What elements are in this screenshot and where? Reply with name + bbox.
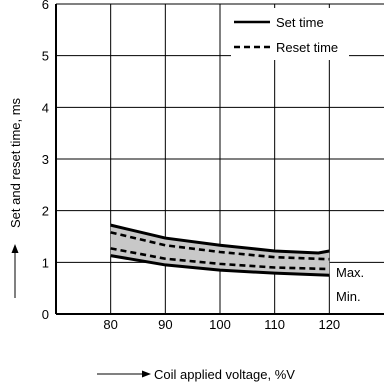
y-tick-label-3: 3 xyxy=(42,152,49,167)
legend-reset-time-label: Reset time xyxy=(276,40,338,55)
set-time-max-line xyxy=(110,223,330,255)
axes xyxy=(55,3,384,315)
y-axis-title: Set and reset time, ms xyxy=(8,97,23,298)
y-tick-label-4: 4 xyxy=(42,100,49,115)
y-tick-label-0: 0 xyxy=(42,307,49,322)
x-tick-label-80: 80 xyxy=(103,317,117,332)
x-tick-label-120: 120 xyxy=(318,317,340,332)
min-annotation: Min. xyxy=(336,289,361,304)
x-tick-label-90: 90 xyxy=(158,317,172,332)
legend: Set time Reset time xyxy=(231,8,349,60)
x-axis-label: Coil applied voltage, %V xyxy=(154,367,295,382)
reset-time-min-line xyxy=(110,247,330,271)
max-label-background xyxy=(333,263,373,280)
y-axis-arrow-icon xyxy=(11,244,19,253)
shaded-band-area xyxy=(110,225,330,276)
set-time-min-line xyxy=(110,254,330,277)
shaded-band xyxy=(110,225,330,276)
series-lines xyxy=(110,223,330,277)
y-tick-label-1: 1 xyxy=(42,255,49,270)
y-tick-label-5: 5 xyxy=(42,49,49,64)
min-label-background xyxy=(333,287,373,304)
tick-labels: 0 1 2 3 4 5 6 80 90 100 110 120 xyxy=(42,0,340,332)
max-annotation: Max. xyxy=(336,265,364,280)
legend-set-time-label: Set time xyxy=(276,15,324,30)
x-tick-label-110: 110 xyxy=(264,317,285,332)
y-axis-label: Set and reset time, ms xyxy=(8,97,23,228)
x-axis-arrow-icon xyxy=(142,370,151,378)
x-tick-label-100: 100 xyxy=(209,317,231,332)
legend-background xyxy=(231,8,349,60)
y-tick-label-2: 2 xyxy=(42,204,49,219)
x-axis-title: Coil applied voltage, %V xyxy=(97,367,295,382)
y-tick-label-6: 6 xyxy=(42,0,49,12)
reset-time-max-line xyxy=(110,231,330,261)
